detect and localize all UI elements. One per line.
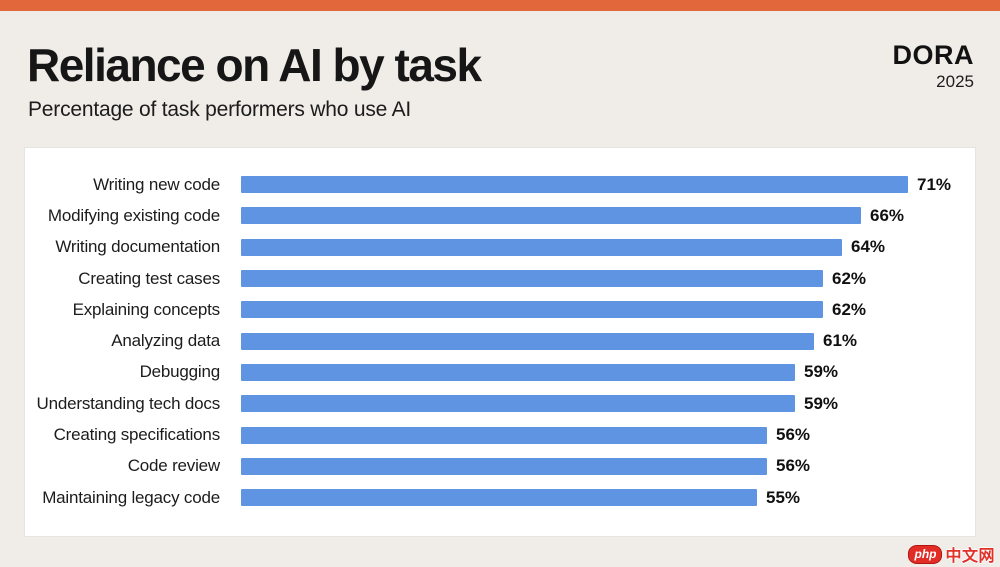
task-bar-area: 56%: [241, 456, 975, 476]
task-bar: [241, 489, 757, 507]
dora-logo-block: DORA 2025: [893, 41, 975, 92]
task-value-label: 62%: [832, 268, 867, 288]
task-label: Explaining concepts: [72, 299, 221, 319]
task-row: Creating specifications 56%: [25, 419, 975, 450]
task-value-label: 59%: [804, 393, 839, 413]
task-row: Code review 56%: [25, 451, 975, 482]
task-bar-area: 56%: [241, 425, 975, 445]
task-value-label: 66%: [870, 205, 905, 225]
task-bar-area: 64%: [241, 237, 975, 257]
task-bar: [241, 270, 823, 288]
task-value-label: 61%: [823, 331, 858, 351]
task-bar: [241, 363, 795, 381]
task-label: Writing new code: [93, 174, 220, 194]
accent-top-bar: [0, 0, 1000, 11]
bar-chart-card: Writing new code 71% Modifying existing …: [25, 148, 975, 536]
task-value-label: 71%: [917, 174, 952, 194]
task-label: Creating test cases: [78, 268, 220, 288]
task-bar: [241, 395, 795, 413]
task-value-label: 62%: [832, 299, 867, 319]
task-row: Maintaining legacy code 55%: [25, 482, 975, 513]
task-label: Creating specifications: [53, 425, 221, 445]
task-bar: [241, 176, 908, 194]
task-label: Code review: [127, 456, 220, 476]
task-bar-area: 62%: [241, 300, 975, 320]
task-label: Writing documentation: [55, 237, 220, 257]
task-bar-area: 59%: [241, 394, 975, 414]
task-label: Debugging: [139, 362, 221, 382]
header: Reliance on AI by task Percentage of tas…: [0, 11, 1000, 148]
task-row: Modifying existing code 66%: [25, 200, 975, 231]
task-row: Explaining concepts 62%: [25, 294, 975, 325]
php-cn-watermark-text: 中文网: [945, 548, 995, 565]
task-row: Analyzing data 61%: [25, 325, 975, 356]
task-value-label: 64%: [851, 237, 886, 257]
task-bar: [241, 238, 842, 256]
php-logo-badge: php: [908, 544, 943, 564]
task-label: Maintaining legacy code: [42, 487, 220, 507]
bar-rows-container: Writing new code 71% Modifying existing …: [25, 169, 975, 513]
task-row: Creating test cases 62%: [25, 263, 975, 294]
task-bar-area: 71%: [241, 175, 975, 195]
task-bar-area: 62%: [241, 269, 975, 289]
task-label: Analyzing data: [111, 331, 220, 351]
task-row: Writing documentation 64%: [25, 232, 975, 263]
task-bar-area: 55%: [241, 488, 975, 508]
task-bar-area: 61%: [241, 331, 975, 351]
task-bar: [241, 332, 814, 350]
php-cn-watermark: php 中文网: [908, 543, 995, 565]
page-title: Reliance on AI by task: [27, 39, 482, 91]
task-value-label: 59%: [804, 362, 839, 382]
task-row: Writing new code 71%: [25, 169, 975, 200]
task-row: Understanding tech docs 59%: [25, 388, 975, 419]
task-bar-area: 59%: [241, 362, 975, 382]
task-bar: [241, 457, 767, 475]
task-row: Debugging 59%: [25, 357, 975, 388]
task-label: Modifying existing code: [47, 205, 220, 225]
logo-year: 2025: [936, 72, 974, 92]
task-value-label: 55%: [766, 487, 801, 507]
task-value-label: 56%: [776, 456, 811, 476]
task-bar: [241, 301, 823, 319]
task-bar: [241, 426, 767, 444]
page-subtitle: Percentage of task performers who use AI: [28, 98, 412, 121]
task-bar-area: 66%: [241, 206, 975, 226]
dora-logo: DORA: [892, 40, 974, 70]
task-value-label: 56%: [776, 425, 811, 445]
task-bar: [241, 207, 861, 225]
task-label: Understanding tech docs: [36, 393, 221, 413]
